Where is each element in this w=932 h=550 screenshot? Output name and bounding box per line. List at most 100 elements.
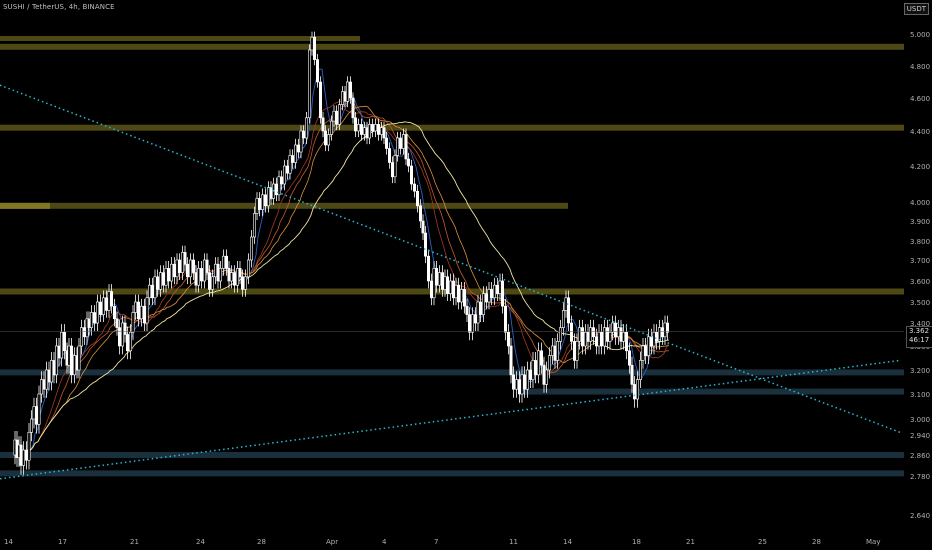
- zone-resistance: [0, 124, 904, 131]
- candle-body: [37, 393, 41, 425]
- candle-body: [225, 255, 229, 269]
- candle-body: [638, 360, 642, 380]
- candle-body: [641, 345, 645, 361]
- candle-body: [175, 259, 179, 278]
- candle-body: [80, 327, 84, 347]
- symbol-title: SUSHI / TetherUS, 4h, BINANCE: [3, 3, 115, 11]
- candle-body: [194, 272, 198, 286]
- candle-body: [47, 369, 51, 383]
- candle-body: [393, 155, 397, 178]
- candle-body: [509, 345, 513, 376]
- candle-body: [558, 327, 562, 342]
- candle-body: [608, 331, 612, 342]
- candle-body: [487, 289, 491, 303]
- candle-body: [140, 305, 144, 320]
- candle-body: [192, 259, 196, 273]
- trendline-descending: [0, 84, 901, 434]
- candle-body: [250, 236, 254, 261]
- candle-body: [29, 418, 33, 433]
- candle-body: [351, 97, 355, 119]
- candle-body: [594, 336, 598, 347]
- candle-body: [247, 259, 251, 278]
- y-tick-label: 4.000: [910, 199, 930, 207]
- candle-body: [525, 369, 529, 390]
- y-tick-label: 2.640: [910, 512, 930, 520]
- candle-body: [577, 327, 581, 342]
- candle-body: [404, 134, 408, 160]
- candle-body: [566, 297, 570, 324]
- candle-body: [591, 327, 595, 338]
- candle-body: [365, 127, 369, 139]
- candle-body: [39, 379, 43, 395]
- candle-body: [597, 331, 601, 347]
- candle-body: [437, 272, 441, 286]
- candle-body: [619, 327, 623, 342]
- trendlines: [0, 84, 901, 480]
- candle-body: [481, 293, 485, 315]
- candle-body: [621, 331, 625, 342]
- candle-body: [616, 327, 620, 338]
- candle-body: [412, 183, 416, 192]
- candle-body: [406, 158, 410, 167]
- candle-body: [52, 360, 56, 376]
- candle-body: [203, 259, 207, 282]
- candle-body: [635, 379, 639, 400]
- candle-body: [156, 276, 160, 290]
- zone-resistance: [0, 43, 904, 50]
- candle-body: [107, 291, 111, 311]
- candle-body: [208, 272, 212, 290]
- y-tick-label: 4.400: [910, 128, 930, 136]
- candle-body: [134, 301, 138, 313]
- candle-body: [290, 155, 294, 163]
- candle-body: [367, 124, 371, 139]
- candle-body: [73, 355, 77, 376]
- candle-body: [288, 155, 292, 174]
- candle-body: [544, 369, 548, 385]
- candle-body: [434, 268, 438, 286]
- candle-body: [90, 312, 94, 328]
- candle-body: [113, 305, 117, 320]
- candle-body: [503, 305, 507, 333]
- candle-body: [304, 117, 308, 139]
- candle-body: [293, 144, 297, 163]
- candle-body: [54, 345, 58, 376]
- candle-body: [238, 268, 242, 278]
- zone-support: [0, 369, 904, 376]
- y-tick-label: 3.000: [910, 416, 930, 424]
- candle-body: [440, 272, 444, 290]
- candle-body: [630, 364, 634, 385]
- y-tick-label: 4.600: [910, 95, 930, 103]
- y-tick-label: 2.780: [910, 473, 930, 481]
- candle-body: [478, 301, 482, 315]
- y-tick-label: 3.500: [910, 299, 930, 307]
- candle-body: [459, 289, 463, 303]
- candle-body: [214, 263, 218, 278]
- y-tick-label: 3.400: [910, 320, 930, 328]
- candle-body: [580, 327, 584, 347]
- x-tick-label: May: [866, 538, 880, 546]
- candle-body: [583, 331, 587, 347]
- candle-body: [257, 198, 261, 210]
- candle-body: [426, 255, 430, 282]
- zone-support: [520, 388, 904, 395]
- candle-body: [260, 194, 264, 210]
- candle-body: [83, 327, 87, 338]
- candle-body: [299, 130, 303, 153]
- candle-body: [448, 280, 452, 294]
- candle-body: [536, 350, 540, 376]
- candle-body: [390, 162, 394, 178]
- candle-body: [183, 252, 187, 265]
- candle-body: [467, 314, 471, 333]
- candle-body: [429, 280, 433, 299]
- currency-badge[interactable]: USDT: [903, 3, 929, 15]
- candle-body: [323, 130, 327, 146]
- candle-body: [415, 190, 419, 207]
- candle-body: [643, 345, 647, 356]
- y-tick-label: 5.000: [910, 31, 930, 39]
- candle-body: [553, 345, 557, 361]
- candle-body: [205, 259, 209, 273]
- candle-body: [312, 36, 316, 60]
- candle-body: [87, 318, 91, 328]
- candle-body: [451, 280, 455, 299]
